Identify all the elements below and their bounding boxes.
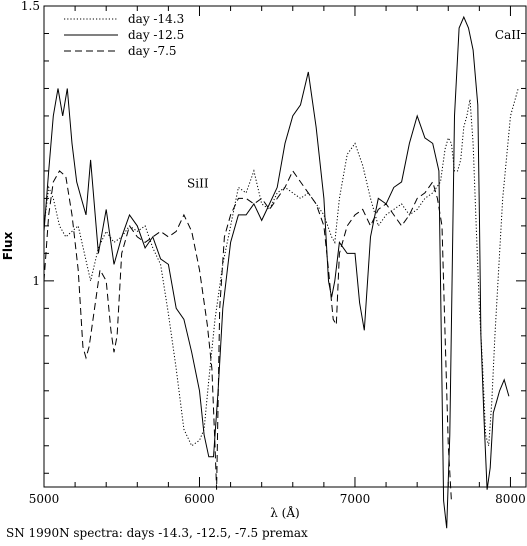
x-tick-label: 6000 bbox=[184, 492, 215, 506]
axis-ticks: 5000 6000 7000 8000 1 1.5 bbox=[21, 0, 526, 506]
x-tick-label: 5000 bbox=[29, 492, 60, 506]
x-axis-label: λ (Å) bbox=[270, 505, 299, 520]
plot-frame bbox=[43, 5, 527, 488]
series-layer bbox=[43, 15, 519, 529]
series-line-1 bbox=[43, 88, 519, 447]
figure-caption: SN 1990N spectra: days -14.3, -12.5, -7.… bbox=[6, 526, 308, 540]
annotation-siii: SiII bbox=[187, 176, 209, 190]
legend: day -14.3 day -12.5 day -7.5 bbox=[64, 12, 184, 58]
series-line-2 bbox=[43, 15, 510, 529]
x-tick-label: 8000 bbox=[495, 492, 526, 506]
annotation-caii: CaII bbox=[495, 28, 521, 42]
y-tick-label: 1 bbox=[32, 274, 40, 288]
series-line-3 bbox=[43, 169, 452, 501]
y-tick-label: 1.5 bbox=[21, 0, 40, 13]
legend-label-1: day -14.3 bbox=[128, 12, 184, 26]
x-tick-label: 7000 bbox=[340, 492, 371, 506]
legend-label-2: day -12.5 bbox=[128, 28, 184, 42]
y-axis-label: Flux bbox=[1, 231, 15, 260]
legend-label-3: day -7.5 bbox=[128, 44, 177, 58]
